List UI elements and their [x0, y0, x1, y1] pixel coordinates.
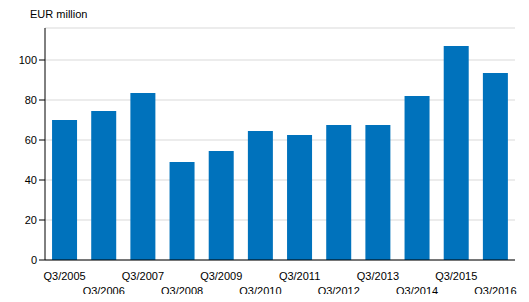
svg-text:Q3/2016: Q3/2016	[474, 285, 516, 294]
svg-text:Q3/2012: Q3/2012	[318, 285, 360, 294]
svg-text:100: 100	[19, 54, 37, 66]
svg-text:Q3/2013: Q3/2013	[357, 270, 399, 282]
svg-text:Q3/2011: Q3/2011	[279, 270, 320, 282]
svg-text:0: 0	[31, 254, 37, 266]
svg-text:Q3/2008: Q3/2008	[161, 285, 203, 294]
svg-text:Q3/2010: Q3/2010	[239, 285, 281, 294]
html-text:EUR million: EUR million	[30, 8, 88, 20]
svg-text:60: 60	[25, 134, 37, 146]
svg-text:Q3/2005: Q3/2005	[43, 270, 85, 282]
svg-text:20: 20	[25, 214, 37, 226]
svg-text:40: 40	[25, 174, 37, 186]
svg-text:Q3/2006: Q3/2006	[83, 285, 125, 294]
svg-text:Q3/2015: Q3/2015	[435, 270, 477, 282]
svg-text:Q3/2014: Q3/2014	[396, 285, 438, 294]
svg-text:80: 80	[25, 94, 37, 106]
svg-text:Q3/2007: Q3/2007	[122, 270, 164, 282]
svg-text:Q3/2009: Q3/2009	[200, 270, 242, 282]
